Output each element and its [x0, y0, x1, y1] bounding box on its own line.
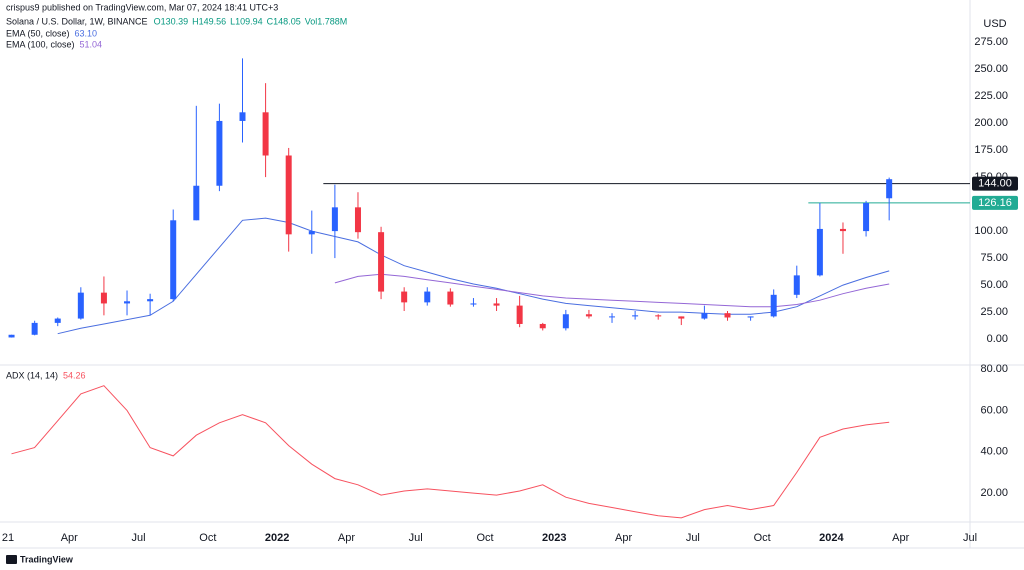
legend-name: ADX (14, 14) [6, 370, 58, 380]
y-tick-label: 60.00 [980, 404, 1008, 416]
candle-body [239, 112, 246, 121]
legend-value: 51.04 [80, 39, 103, 49]
x-tick-label: Apr [338, 532, 355, 544]
legend-ohlc: H149.56 [192, 16, 226, 26]
level-label-box [972, 195, 1018, 210]
y-tick-label: 275.00 [974, 36, 1008, 48]
candle-body [839, 228, 846, 232]
y-tick-label: 25.00 [980, 306, 1008, 318]
candle-body [401, 291, 408, 303]
legend-symbol: Solana / U.S. Dollar, 1W, BINANCE [6, 16, 148, 26]
x-tick-label: Jul [686, 532, 700, 544]
candle-body [308, 231, 315, 235]
line-series [57, 217, 890, 335]
axis-title: USD [983, 18, 1006, 30]
candle-body [447, 291, 454, 305]
x-tick-label: Jul [409, 532, 423, 544]
candle-body [54, 318, 61, 323]
y-tick-label: 50.00 [980, 279, 1008, 291]
x-tick-label: Jul [963, 532, 977, 544]
x-tick-label: Oct [754, 532, 771, 544]
candle-body [516, 305, 523, 324]
candle-body [193, 185, 200, 221]
line-series [11, 385, 890, 519]
candle-body [424, 291, 431, 303]
brand-name: TradingView [20, 554, 74, 564]
line-series [334, 273, 890, 308]
candle-body [8, 334, 15, 338]
publisher: crispus9 published on TradingView.com, M… [6, 2, 278, 12]
candle-body [378, 232, 385, 292]
candle-body [285, 155, 292, 235]
x-tick-label: Oct [476, 532, 493, 544]
candle-body [609, 316, 616, 318]
y-tick-label: 0.00 [987, 333, 1008, 345]
candle-body [793, 275, 800, 295]
x-tick-label: Apr [61, 532, 78, 544]
candle-body [724, 313, 731, 318]
y-tick-label: 200.00 [974, 117, 1008, 129]
candle-body [678, 316, 685, 319]
candle-body [354, 207, 361, 233]
candle-body [539, 323, 546, 329]
candle-body [770, 294, 777, 317]
y-tick-label: 75.00 [980, 252, 1008, 264]
candle-body [562, 314, 569, 329]
x-tick-label: Apr [892, 532, 909, 544]
candle-body [747, 316, 754, 318]
candle-body [863, 203, 870, 232]
candle-body [816, 228, 823, 276]
candle-body [655, 315, 662, 317]
legend-name: EMA (50, close) [6, 28, 70, 38]
y-tick-label: 20.00 [980, 487, 1008, 499]
candle-body [216, 120, 223, 186]
legend-name: EMA (100, close) [6, 39, 75, 49]
x-tick-label: 21 [2, 532, 14, 544]
y-tick-label: 80.00 [980, 363, 1008, 375]
x-tick-label: 2023 [542, 532, 566, 544]
candle-body [886, 179, 893, 199]
level-label: 126.16 [978, 197, 1012, 209]
x-tick-label: Apr [615, 532, 632, 544]
x-tick-label: 2022 [265, 532, 289, 544]
candle-body [585, 314, 592, 317]
candle-body [632, 315, 639, 317]
candle-body [470, 303, 477, 305]
x-tick-label: 2024 [819, 532, 844, 544]
y-tick-label: 225.00 [974, 90, 1008, 102]
candle-body [124, 301, 131, 304]
level-label: 144.00 [978, 177, 1012, 189]
candle-body [701, 313, 708, 319]
legend-ohlc: O130.39 [154, 16, 189, 26]
level-label-box [972, 176, 1018, 191]
brand: TradingView [6, 554, 74, 564]
legend-value: 54.26 [63, 370, 86, 380]
candle-body [170, 220, 177, 300]
y-tick-label: 250.00 [974, 63, 1008, 75]
x-tick-label: Oct [199, 532, 216, 544]
candle-body [147, 299, 154, 302]
legend-ohlc: L109.94 [230, 16, 263, 26]
y-tick-label: 40.00 [980, 446, 1008, 458]
x-tick-label: Jul [132, 532, 146, 544]
legend-ohlc: C148.05 [267, 16, 301, 26]
candle-body [77, 292, 84, 319]
y-tick-label: 175.00 [974, 144, 1008, 156]
y-tick-label: 100.00 [974, 225, 1008, 237]
candle-body [331, 207, 338, 232]
candle-body [31, 322, 38, 335]
candle-body [100, 292, 107, 304]
candle-body [262, 112, 269, 156]
candle-body [493, 303, 500, 306]
brand-logo [6, 555, 17, 564]
legend-ohlc: Vol1.788M [305, 16, 348, 26]
legend-value: 63.10 [75, 28, 98, 38]
